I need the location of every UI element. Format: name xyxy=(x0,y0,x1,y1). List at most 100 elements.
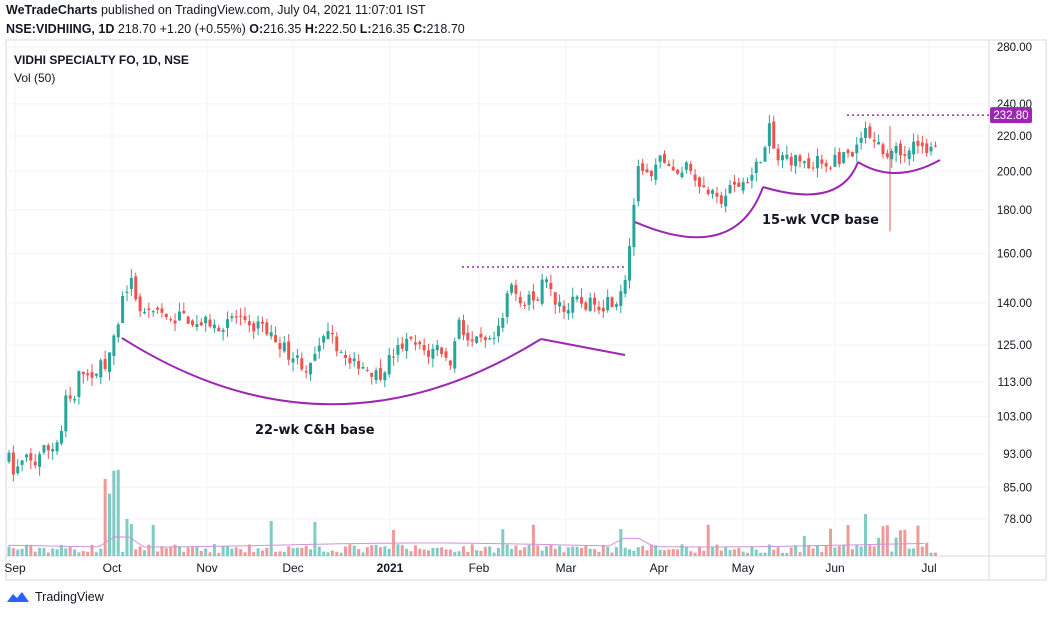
footer-brand[interactable]: TradingView xyxy=(6,590,104,604)
volume-bar xyxy=(295,547,299,556)
volume-bar xyxy=(566,547,570,556)
volume-bar xyxy=(199,550,203,556)
candle-body xyxy=(763,147,767,162)
volume-bar xyxy=(427,550,431,556)
candle-body xyxy=(234,316,238,318)
volume-bar xyxy=(903,529,907,556)
volume-legend: Vol (50) xyxy=(14,71,56,85)
candle-body xyxy=(510,284,514,293)
candle-body xyxy=(108,352,112,372)
volume-bar xyxy=(326,552,330,556)
candle-body xyxy=(86,373,90,376)
candle-body xyxy=(881,144,885,155)
price-tick-label: 220.00 xyxy=(997,131,1032,143)
candle-body xyxy=(42,445,46,453)
volume-bar xyxy=(492,552,496,556)
volume-bar xyxy=(378,547,382,556)
volume-bar xyxy=(671,549,675,556)
handle-line xyxy=(540,338,626,356)
volume-bar xyxy=(29,544,33,556)
volume-bar xyxy=(453,552,457,556)
volume-bar xyxy=(282,551,286,556)
candle-body xyxy=(457,319,461,339)
change-value: +1.20 (+0.55%) xyxy=(159,22,246,36)
low-label: L: xyxy=(359,22,372,36)
candle-body xyxy=(663,154,666,163)
time-tick-label: Mar xyxy=(556,561,577,575)
candle-body xyxy=(855,144,859,154)
candle-body xyxy=(767,123,771,147)
candle-body xyxy=(693,174,697,181)
candle-body xyxy=(448,360,452,366)
volume-bar xyxy=(448,549,452,556)
volume-bar xyxy=(728,549,732,556)
volume-bar xyxy=(545,546,549,556)
candle-body xyxy=(715,192,719,197)
volume-bar xyxy=(719,550,723,556)
volume-bar xyxy=(226,545,229,556)
candle-body xyxy=(199,322,203,326)
volume-bar xyxy=(702,550,706,556)
volume-bar xyxy=(151,524,155,556)
volume-bar xyxy=(33,551,37,556)
volume-ma-line xyxy=(8,536,925,548)
candle-body xyxy=(138,296,142,312)
candle-body xyxy=(776,148,780,161)
chart-frame xyxy=(5,39,1047,581)
candle-body xyxy=(641,163,645,172)
candle-body xyxy=(894,145,898,153)
candle-body xyxy=(676,169,680,174)
volume-bar xyxy=(732,549,736,556)
volume-bar xyxy=(536,545,540,556)
volume-bar xyxy=(304,545,308,556)
candle-body xyxy=(348,357,352,364)
volume-bar xyxy=(339,552,343,556)
volume-bar xyxy=(680,544,684,556)
price-tick-label: 125.00 xyxy=(997,340,1032,352)
volume-bar xyxy=(365,547,369,556)
candle-body xyxy=(357,360,361,369)
volume-bar xyxy=(444,549,448,556)
candle-body xyxy=(649,170,653,177)
volume-bar xyxy=(663,550,666,556)
volume-bar xyxy=(549,544,553,556)
volume-bar xyxy=(112,470,116,556)
volume-bar xyxy=(221,546,225,556)
volume-bar xyxy=(274,551,278,556)
candle-body xyxy=(260,321,264,324)
volume-bar xyxy=(920,546,924,556)
candle-body xyxy=(824,163,828,167)
volume-bar xyxy=(466,551,470,556)
volume-bar xyxy=(160,546,164,556)
candle-body xyxy=(431,348,435,359)
volume-bar xyxy=(842,545,846,556)
candle-body xyxy=(422,345,426,351)
volume-bar xyxy=(746,552,750,556)
candle-body xyxy=(38,454,42,467)
candle-body xyxy=(859,138,863,143)
volume-bar xyxy=(94,552,98,556)
volume-bar xyxy=(540,550,544,556)
price-tick-label: 180.00 xyxy=(997,205,1032,217)
volume-bar xyxy=(833,547,837,556)
volume-bar xyxy=(470,544,474,556)
author-name[interactable]: WeTradeCharts xyxy=(6,3,98,17)
volume-bar xyxy=(169,547,173,556)
candle-body xyxy=(29,453,33,461)
volume-bar xyxy=(247,544,251,556)
candle-body xyxy=(282,342,286,352)
volume-bar xyxy=(418,548,422,556)
volume-bar xyxy=(829,528,833,556)
volume-bar xyxy=(894,537,898,556)
volume-bar xyxy=(864,513,868,556)
volume-bar xyxy=(204,548,208,556)
volume-bar xyxy=(794,545,798,556)
candle-body xyxy=(326,331,330,339)
candle-body xyxy=(728,184,732,194)
candle-body xyxy=(671,166,675,171)
volume-bar xyxy=(488,546,492,556)
candle-body xyxy=(907,150,911,160)
volume-bar xyxy=(191,546,195,556)
volume-bar xyxy=(518,550,522,556)
